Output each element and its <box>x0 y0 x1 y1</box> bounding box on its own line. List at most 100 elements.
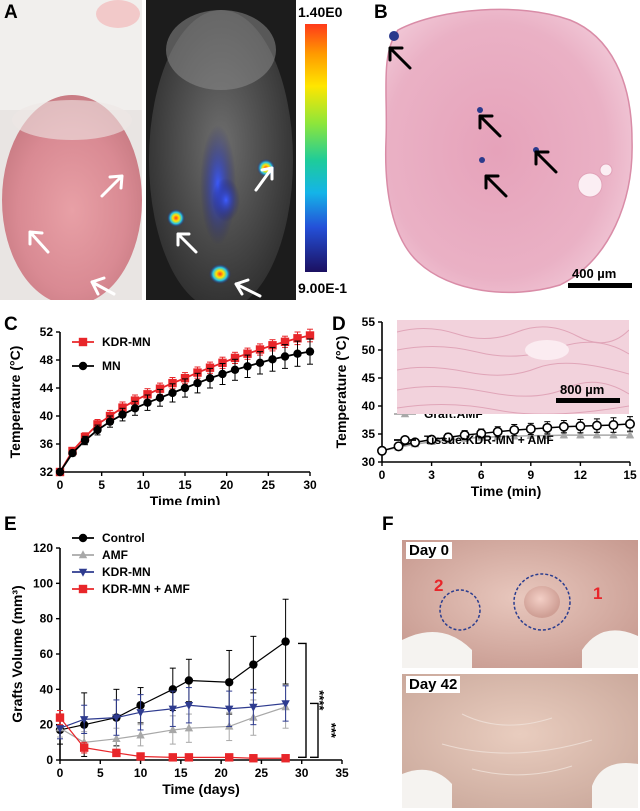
data-point <box>136 709 145 717</box>
data-point <box>180 383 190 393</box>
y-tick-label: 20 <box>40 718 54 732</box>
panel-label-b: B <box>374 2 388 23</box>
mouse-brightfield-photo <box>0 0 142 300</box>
data-point <box>118 410 127 419</box>
x-axis-label: Time (min) <box>471 483 542 499</box>
circle-label-2: 2 <box>434 576 444 595</box>
data-point <box>525 423 536 434</box>
legend-entry: KDR-MN <box>102 335 151 349</box>
data-point <box>230 353 240 363</box>
x-axis-label: Time (days) <box>162 781 240 797</box>
x-tick-label: 10 <box>137 478 151 492</box>
data-point <box>168 388 177 398</box>
colorbar-min-label: 9.00E-1 <box>298 280 348 296</box>
y-tick-label: 48 <box>40 353 54 367</box>
arrow-icon <box>478 114 502 138</box>
arrow-icon <box>28 230 50 254</box>
x-tick-label: 3 <box>428 468 435 482</box>
panel-label-c: C <box>4 314 18 335</box>
data-point <box>93 425 102 435</box>
y-tick-label: 50 <box>362 343 376 357</box>
data-point <box>492 426 503 437</box>
data-point <box>143 398 152 407</box>
y-tick-label: 40 <box>40 682 54 696</box>
x-tick-label: 30 <box>295 766 309 780</box>
legend-marker <box>400 435 411 446</box>
y-axis-label: Temperature (°C) <box>7 346 23 459</box>
y-tick-label: 55 <box>362 315 376 329</box>
data-point <box>130 404 140 413</box>
circle-label-1: 1 <box>593 584 603 603</box>
data-point <box>55 713 65 722</box>
data-point <box>184 702 194 710</box>
data-point <box>136 752 145 761</box>
data-point <box>155 384 165 393</box>
data-point <box>543 430 552 439</box>
x-tick-label: 5 <box>97 766 104 780</box>
x-tick-label: 12 <box>574 468 588 482</box>
legend-entry: Control <box>102 531 145 545</box>
day0-label: Day 0 <box>406 542 453 559</box>
data-point <box>193 368 202 377</box>
chart-e: 0 5 10 15 20 25 30 35 0 20 40 60 80 100 120 Time (days)… <box>9 531 349 797</box>
data-point <box>558 421 569 432</box>
colorbar <box>305 24 327 272</box>
mouse-fluorescence-image <box>146 0 296 300</box>
data-point <box>293 334 302 343</box>
scale-bar <box>568 283 632 288</box>
data-point <box>205 363 215 372</box>
day42-photo <box>402 674 638 808</box>
data-point <box>55 725 65 733</box>
y-tick-label: 120 <box>33 541 53 555</box>
scale-bar-label: 400 µm <box>572 266 617 281</box>
legend-marker <box>78 533 88 543</box>
data-point <box>130 396 140 405</box>
data-point <box>592 430 602 439</box>
colorbar-max-label: 1.40E0 <box>298 4 343 20</box>
legend-marker <box>78 568 88 577</box>
chart-c: 0 5 10 15 20 25 30 32 36 40 44 48 52 Time (min) Temper… <box>7 325 317 505</box>
x-tick-label: 5 <box>98 478 105 492</box>
significance-bracket <box>298 642 307 759</box>
chart-d: 0 3 6 9 12 15 30 35 40 45 50 55 Time (min) Temperatur… <box>333 315 637 499</box>
panel-label-e: E <box>4 514 17 535</box>
data-point <box>293 349 302 358</box>
data-point <box>459 430 470 441</box>
y-tick-label: 32 <box>40 465 54 479</box>
data-point <box>225 705 234 714</box>
data-point <box>184 753 194 762</box>
y-tick-label: 0 <box>46 753 53 767</box>
data-point <box>218 369 227 379</box>
y-axis-label: Grafts Volume (mm³) <box>9 585 25 722</box>
x-axis-label: Time (min) <box>150 493 221 505</box>
histology-section-image <box>370 0 640 300</box>
data-point <box>155 393 165 402</box>
data-point <box>180 374 190 383</box>
data-point <box>249 754 258 763</box>
legend-marker <box>78 550 88 559</box>
data-point <box>168 753 177 762</box>
panel-label-a: A <box>4 2 18 23</box>
data-point <box>576 430 585 439</box>
panel-label-f: F <box>382 514 394 535</box>
data-point <box>624 418 635 429</box>
day42-label: Day 42 <box>406 676 461 693</box>
data-point <box>218 358 227 367</box>
data-point <box>55 467 65 477</box>
x-tick-label: 35 <box>335 766 349 780</box>
data-point <box>280 352 290 361</box>
arrow-icon <box>176 232 198 254</box>
data-point <box>143 390 152 399</box>
legend-marker <box>78 361 88 371</box>
x-tick-label: 6 <box>478 468 485 482</box>
inset-scale-bar-label: 800 µm <box>560 382 605 397</box>
data-point <box>509 425 520 436</box>
y-tick-label: 45 <box>362 371 376 385</box>
day0-photo <box>402 540 638 668</box>
y-tick-label: 40 <box>40 409 54 423</box>
arrow-icon <box>534 150 558 174</box>
y-tick-label: 60 <box>40 647 54 661</box>
arrow-icon <box>90 276 116 296</box>
legend-marker <box>78 337 88 347</box>
x-tick-label: 0 <box>57 766 64 780</box>
